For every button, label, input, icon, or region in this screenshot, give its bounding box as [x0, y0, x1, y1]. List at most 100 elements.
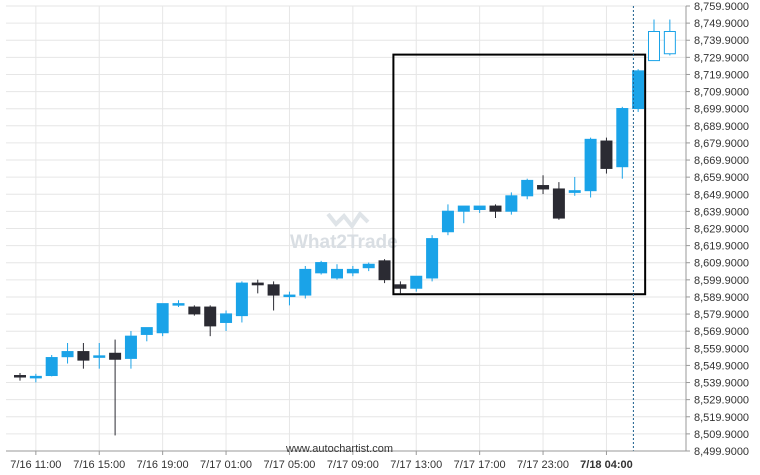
candle-body [537, 185, 550, 190]
y-tick-label: 8,619.9000 [694, 241, 749, 253]
candle-body [14, 375, 26, 378]
candle-body [220, 313, 233, 323]
candle [616, 106, 629, 179]
x-tick-label: 7/17 17:00 [454, 459, 506, 471]
candle [505, 192, 518, 215]
candle-body [172, 303, 185, 306]
source-label: www.autochartist.com [285, 443, 393, 455]
x-tick-label: 7/17 05:00 [263, 459, 315, 471]
x-tick-label: 7/16 11:00 [10, 459, 61, 471]
candle [426, 235, 439, 282]
candle [663, 19, 676, 56]
candle [346, 265, 359, 277]
candle-body [457, 205, 470, 212]
candle [489, 204, 502, 219]
pattern-highlight-box [392, 53, 647, 296]
candle-body [156, 303, 169, 334]
candle-body [77, 351, 90, 361]
candle-body [394, 284, 407, 289]
candle [61, 343, 74, 364]
candle [457, 205, 470, 224]
y-tick-label: 8,499.9000 [694, 446, 749, 458]
candle-body [140, 327, 153, 335]
y-tick-label: 8,639.9000 [694, 206, 749, 218]
candle-body [473, 205, 486, 211]
candle-body [505, 195, 518, 212]
candle-body [235, 282, 248, 317]
candle [441, 204, 454, 236]
candle [45, 354, 58, 377]
y-tick-label: 8,589.9000 [694, 292, 749, 304]
y-tick-label: 8,709.9000 [694, 87, 749, 99]
y-tick-label: 8,579.9000 [694, 309, 749, 321]
candle-body [584, 138, 597, 192]
candle-body [441, 210, 454, 233]
candle [648, 19, 660, 62]
candle-body [346, 268, 359, 274]
candle-body [600, 140, 613, 169]
y-tick-label: 8,679.9000 [694, 138, 749, 150]
y-axis: 8,759.9000 8,749.9000 8,739.9000 8,729.9000… [685, 1, 749, 458]
candle [124, 331, 137, 369]
x-tick-label: 7/17 13:00 [390, 459, 442, 471]
candle-body [109, 352, 122, 360]
candle-body [521, 179, 534, 197]
watermark: What2Trade [290, 210, 398, 253]
candle-body [267, 284, 280, 296]
candle [77, 343, 90, 369]
candle-body [299, 268, 312, 296]
candle-body [632, 70, 645, 110]
y-tick-label: 8,729.9000 [694, 52, 749, 64]
candle [552, 182, 565, 220]
candle [410, 275, 423, 292]
y-tick-label: 8,529.9000 [694, 395, 749, 407]
x-tick-label: 7/18 04:00 [580, 459, 633, 471]
x-axis: 7/16 11:00 7/16 15:00 7/16 19:00 7/17 01:00… [6, 450, 686, 471]
y-tick-label: 8,719.9000 [694, 69, 749, 81]
candle-body [283, 294, 296, 298]
y-tick-label: 8,509.9000 [694, 429, 749, 441]
y-tick-label: 8,669.9000 [694, 155, 749, 167]
candle [172, 300, 185, 308]
candle [362, 262, 375, 272]
y-tick-label: 8,519.9000 [694, 412, 749, 424]
grid-lines [6, 5, 686, 452]
candle [29, 373, 42, 383]
candle [235, 281, 248, 323]
y-tick-label: 8,739.9000 [694, 35, 749, 47]
candle-body [648, 31, 660, 62]
candle [632, 69, 645, 112]
overlays [392, 6, 647, 451]
candle-body [362, 263, 375, 269]
candle [584, 137, 597, 198]
candle-body [616, 108, 629, 168]
candle [156, 303, 169, 337]
y-tick-label: 8,699.9000 [694, 104, 749, 116]
y-tick-label: 8,569.9000 [694, 326, 749, 338]
candle-body [204, 306, 217, 327]
y-tick-label: 8,599.9000 [694, 275, 749, 287]
y-tick-label: 8,749.9000 [694, 18, 749, 30]
candle [204, 305, 217, 337]
candle-body [29, 375, 42, 379]
candle-body [331, 268, 343, 279]
candle-body [251, 282, 264, 286]
x-tick-label: 7/16 15:00 [73, 459, 125, 471]
candle [251, 279, 264, 294]
candle [299, 265, 312, 299]
candle [568, 176, 581, 196]
x-tick-label: 7/16 19:00 [137, 459, 189, 471]
x-tick-label: 7/17 09:00 [327, 459, 379, 471]
candle-body [315, 262, 328, 274]
candle-body [93, 355, 106, 358]
x-tick-label: 7/17 01:00 [200, 459, 252, 471]
candle-body [124, 335, 137, 359]
candle-body [568, 190, 581, 193]
candle-body [552, 188, 565, 219]
candle-body [188, 306, 201, 315]
candle [537, 175, 550, 195]
candle [188, 305, 201, 316]
candle-body [45, 357, 58, 377]
candle [331, 264, 343, 280]
